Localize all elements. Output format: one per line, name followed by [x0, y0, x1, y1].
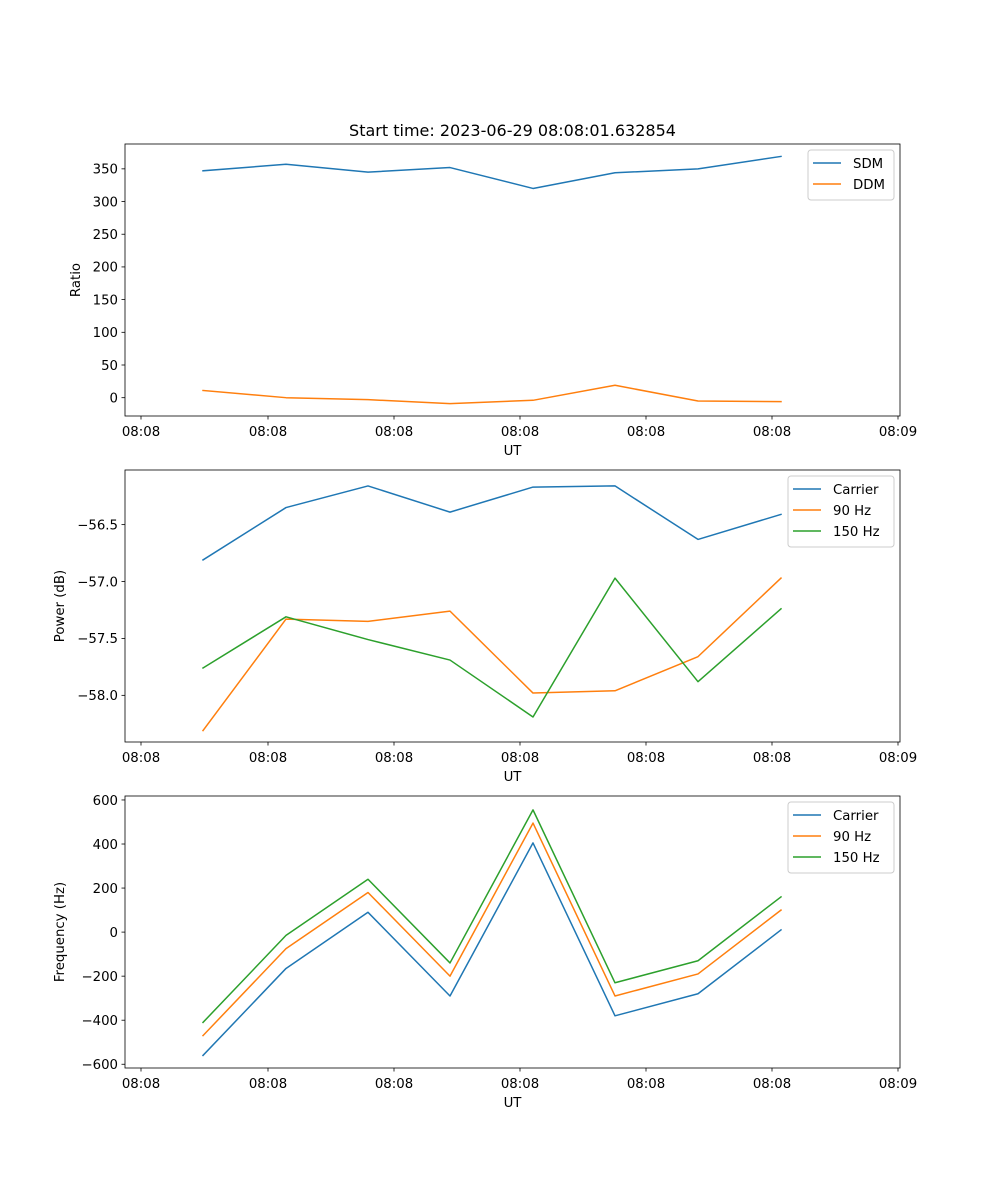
- subplot-2: 08:08 08:08 08:08 08:08 08:08 08:08 08:09 −58.0…: [53, 469, 917, 785]
- x-tick-label: 08:08: [122, 1077, 160, 1092]
- y-tick-label: 0: [110, 926, 118, 941]
- y-tick-label: −400: [81, 1014, 118, 1029]
- y-tick-label: −56.5: [77, 518, 118, 533]
- series-line-carrier: [201, 842, 783, 1057]
- y-axis-label: Ratio: [69, 263, 84, 297]
- x-tick-label: 08:08: [627, 1077, 665, 1092]
- x-axis-label: UT: [504, 770, 523, 785]
- legend: SDM DDM: [807, 149, 895, 201]
- x-tick-label: 08:08: [753, 1077, 791, 1092]
- x-tick-label: 08:08: [501, 425, 539, 440]
- x-tick-label: 08:08: [501, 1077, 539, 1092]
- series-line-150-hz: [201, 809, 783, 1024]
- series-line-90-hz: [201, 577, 783, 732]
- y-tick-label: 100: [93, 326, 118, 341]
- y-tick-label: −57.5: [77, 632, 118, 647]
- legend-label: SDM: [853, 157, 883, 172]
- x-tick-label: 08:08: [627, 425, 665, 440]
- x-tick-label: 08:08: [753, 425, 791, 440]
- y-axis-label: Power (dB): [53, 570, 68, 642]
- series-line-sdm: [202, 155, 782, 190]
- series-line-ddm: [202, 384, 782, 405]
- legend-box: [787, 475, 895, 548]
- y-tick-label: 300: [93, 195, 118, 210]
- legend-label: 90 Hz: [833, 830, 871, 845]
- y-tick-label: 50: [101, 359, 118, 374]
- y-tick-label: 350: [93, 163, 118, 178]
- x-tick-label: 08:09: [879, 425, 917, 440]
- y-tick-label: 600: [93, 794, 118, 809]
- series-line-150-hz: [201, 577, 783, 718]
- legend: Carrier 90 Hz 150 Hz: [787, 475, 895, 548]
- subplots: 08:08 08:08 08:08 08:08 08:08 08:08 08:09 0 50 10…: [53, 143, 917, 1111]
- subplot-3: 08:08 08:08 08:08 08:08 08:08 08:08 08:09 −600 −…: [53, 794, 917, 1111]
- y-tick-label: 400: [93, 838, 118, 853]
- x-axis-label: UT: [504, 444, 523, 459]
- y-tick-label: 150: [93, 293, 118, 308]
- y-tick-label: 200: [93, 261, 118, 276]
- y-tick-label: 250: [93, 228, 118, 243]
- legend-label: Carrier: [833, 809, 879, 824]
- legend-label: 90 Hz: [833, 504, 871, 519]
- axes-frame: [124, 143, 901, 417]
- x-tick-label: 08:09: [879, 1077, 917, 1092]
- y-tick-label: −57.0: [77, 575, 118, 590]
- x-tick-label: 08:08: [375, 1077, 413, 1092]
- x-tick-label: 08:08: [249, 751, 287, 766]
- figure-title: Start time: 2023-06-29 08:08:01.632854: [349, 121, 676, 140]
- y-tick-label: 200: [93, 882, 118, 897]
- legend-label: 150 Hz: [833, 525, 880, 540]
- y-tick-label: −200: [81, 970, 118, 985]
- legend-label: 150 Hz: [833, 851, 880, 866]
- x-tick-label: 08:08: [627, 751, 665, 766]
- series-line-90-hz: [201, 822, 783, 1037]
- legend: Carrier 90 Hz 150 Hz: [787, 801, 895, 874]
- x-tick-label: 08:09: [879, 751, 917, 766]
- legend-label: DDM: [853, 178, 885, 193]
- y-tick-label: −600: [81, 1058, 118, 1073]
- x-tick-label: 08:08: [375, 751, 413, 766]
- x-tick-label: 08:08: [249, 1077, 287, 1092]
- x-tick-label: 08:08: [122, 425, 160, 440]
- x-tick-label: 08:08: [501, 751, 539, 766]
- legend-label: Carrier: [833, 483, 879, 498]
- x-axis-label: UT: [504, 1096, 523, 1111]
- x-tick-label: 08:08: [375, 425, 413, 440]
- axes-frame: [124, 469, 901, 743]
- y-axis-label: Frequency (Hz): [53, 882, 68, 982]
- y-tick-label: −58.0: [77, 689, 118, 704]
- legend-box: [787, 801, 895, 874]
- x-tick-label: 08:08: [249, 425, 287, 440]
- subplot-1: 08:08 08:08 08:08 08:08 08:08 08:08 08:09 0 50 10…: [69, 143, 917, 459]
- x-tick-label: 08:08: [122, 751, 160, 766]
- x-tick-label: 08:08: [753, 751, 791, 766]
- y-tick-label: 0: [110, 391, 118, 406]
- series-line-carrier: [201, 485, 782, 561]
